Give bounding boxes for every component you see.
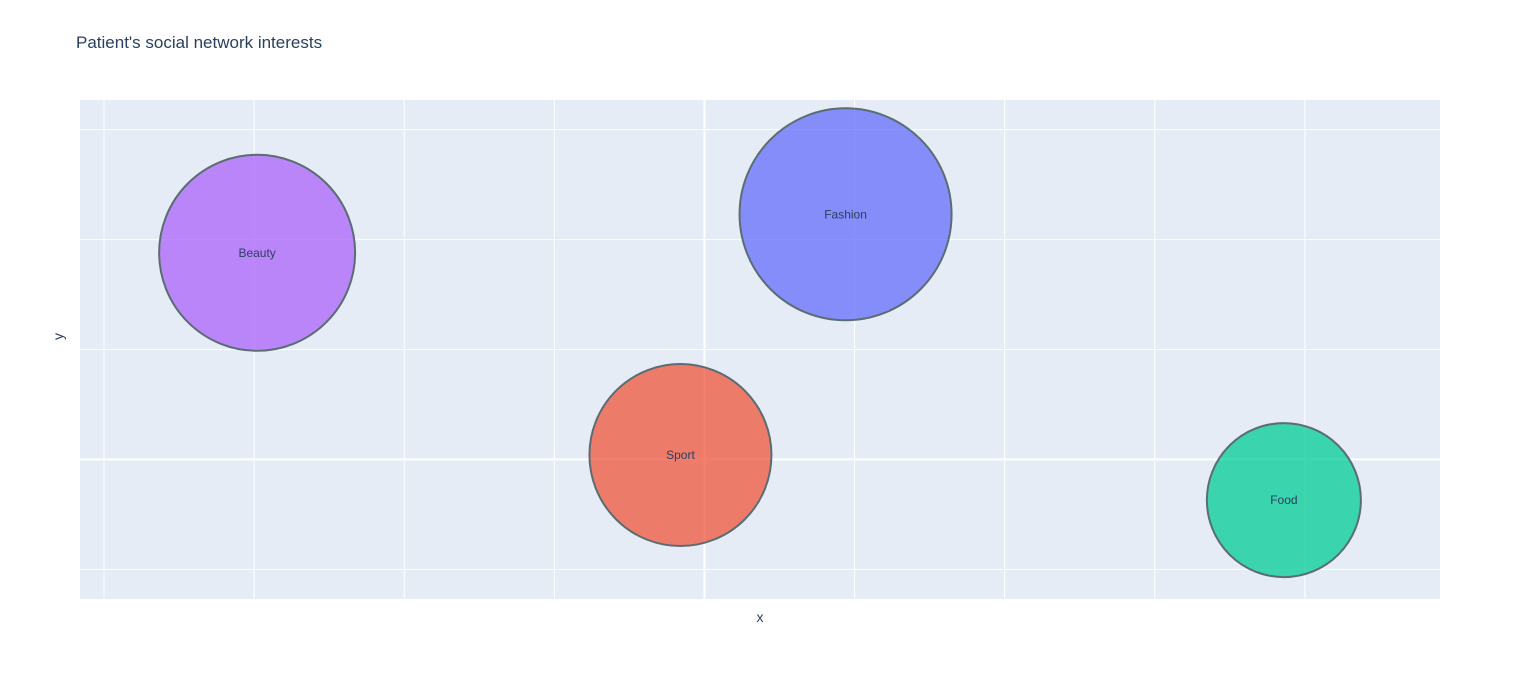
y-axis-label: y xyxy=(50,333,66,340)
bubble-sport[interactable] xyxy=(588,363,773,548)
bubble-label-food: Food xyxy=(1270,493,1297,507)
chart-title: Patient's social network interests xyxy=(76,33,323,52)
bubble-label-sport: Sport xyxy=(666,448,695,462)
x-axis-label: x xyxy=(756,609,764,625)
bubble-fashion[interactable] xyxy=(738,107,953,322)
bubble-label-fashion: Fashion xyxy=(824,207,867,221)
bubble-beauty[interactable] xyxy=(158,153,357,352)
bubble-layer: Beauty Sport Fashion Food xyxy=(158,107,1362,579)
bubble-food[interactable] xyxy=(1205,422,1362,579)
bubble-label-beauty: Beauty xyxy=(238,246,275,260)
